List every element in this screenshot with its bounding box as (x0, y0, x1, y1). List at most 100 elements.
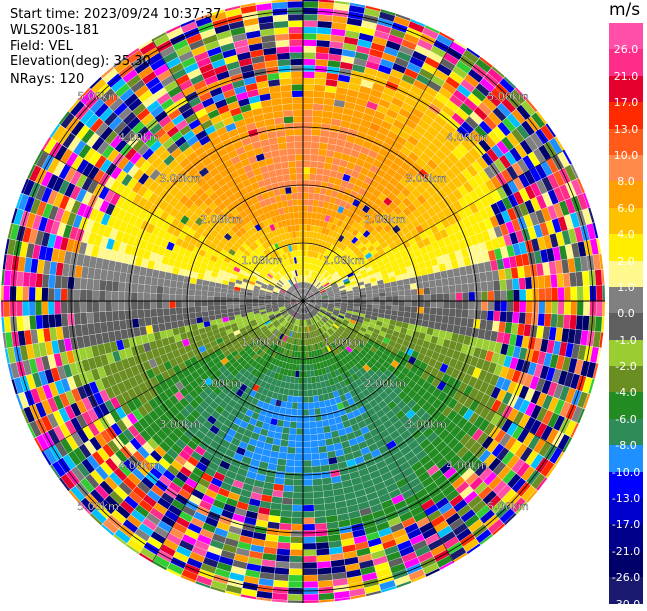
velocity-gate (318, 440, 326, 447)
velocity-gate (288, 594, 303, 601)
velocity-gate (303, 129, 312, 135)
velocity-gate (583, 286, 590, 301)
velocity-gate (403, 279, 410, 285)
velocity-gate (385, 287, 392, 292)
velocity-gate (439, 330, 447, 339)
velocity-gate (146, 268, 153, 277)
velocity-gate (177, 275, 184, 282)
velocity-gate (303, 460, 311, 466)
velocity-gate (447, 324, 454, 333)
velocity-gate (133, 266, 141, 276)
velocity-gate (321, 471, 331, 478)
velocity-gate (312, 117, 322, 124)
velocity-gate (107, 321, 114, 332)
velocity-gate (177, 320, 184, 327)
velocity-gate (423, 314, 430, 321)
velocity-gate (397, 316, 404, 322)
velocity-gate (150, 285, 157, 293)
velocity-gate (215, 310, 222, 315)
velocity-gate (75, 325, 83, 337)
velocity-gate (454, 317, 461, 326)
velocity-gate (420, 326, 427, 334)
velocity-gate (443, 293, 449, 301)
velocity-gate (291, 409, 297, 416)
velocity-gate (196, 279, 203, 285)
velocity-gate (311, 377, 316, 384)
velocity-gate (319, 143, 328, 150)
velocity-gate (430, 308, 437, 315)
velocity-gate (291, 530, 303, 536)
velocity-gate (289, 383, 294, 390)
velocity-gate (307, 212, 312, 218)
velocity-gate (303, 473, 312, 479)
velocity-gate (296, 428, 303, 434)
velocity-gate (314, 85, 325, 92)
velocity-gate (512, 312, 519, 323)
velocity-gate (150, 293, 156, 301)
velocity-gate (310, 225, 315, 232)
velocity-gate (386, 305, 392, 310)
velocity-gate (190, 318, 197, 325)
velocity-gate (227, 289, 234, 294)
velocity-gate (303, 161, 310, 167)
velocity-gate (379, 309, 386, 314)
velocity-gate (312, 206, 318, 213)
velocity-gate (171, 321, 178, 329)
velocity-gate (303, 409, 309, 415)
velocity-gate (112, 301, 118, 311)
velocity-gate (281, 433, 289, 440)
velocity-gate (557, 314, 564, 328)
velocity-gate (315, 523, 327, 530)
velocity-gate (275, 426, 283, 433)
velocity-gate (157, 286, 164, 294)
velocity-gate (325, 86, 337, 93)
velocity-gate (506, 279, 513, 290)
velocity-gate (373, 297, 379, 301)
velocity-gate (288, 581, 303, 587)
velocity-gate (314, 504, 325, 511)
velocity-gate (494, 291, 500, 301)
velocity-gate (290, 377, 295, 384)
velocity-gate (313, 396, 319, 403)
velocity-gate (391, 310, 398, 316)
velocity-gate (303, 524, 315, 530)
velocity-gate (316, 549, 329, 556)
velocity-gate (461, 318, 468, 327)
velocity-gate (303, 199, 308, 205)
velocity-gate (269, 457, 278, 464)
velocity-gate (322, 420, 329, 427)
velocity-gate (221, 293, 227, 298)
velocity-gate (465, 327, 473, 337)
velocity-gate (61, 276, 68, 289)
velocity-gate (293, 486, 303, 492)
velocity-gate (303, 467, 312, 473)
velocity-gate (315, 408, 321, 415)
velocity-gate (35, 287, 42, 301)
velocity-gate (322, 111, 332, 118)
velocity-gate (137, 301, 143, 309)
velocity-gate (303, 212, 308, 218)
velocity-gate (195, 290, 202, 296)
velocity-gate (309, 409, 315, 416)
velocity-gate (313, 479, 323, 486)
velocity-gate (303, 537, 315, 543)
velocity-gate (329, 541, 342, 549)
velocity-gate (271, 496, 282, 503)
velocity-gate (544, 314, 551, 327)
velocity-gate (563, 315, 570, 329)
velocity-gate (17, 272, 24, 287)
velocity-gate (144, 285, 151, 293)
velocity-gate (318, 574, 333, 581)
velocity-gate (127, 264, 134, 274)
velocity-gate (320, 459, 329, 466)
velocity-gate (411, 295, 417, 301)
velocity-gate (392, 296, 398, 301)
velocity-gate (330, 470, 340, 478)
velocity-gate (4, 270, 11, 285)
velocity-gate (329, 463, 339, 471)
velocity-gate (303, 187, 309, 193)
velocity-gate (545, 301, 551, 314)
velocity-gate (303, 441, 311, 447)
velocity-gate (125, 310, 132, 319)
velocity-gate (436, 286, 443, 293)
